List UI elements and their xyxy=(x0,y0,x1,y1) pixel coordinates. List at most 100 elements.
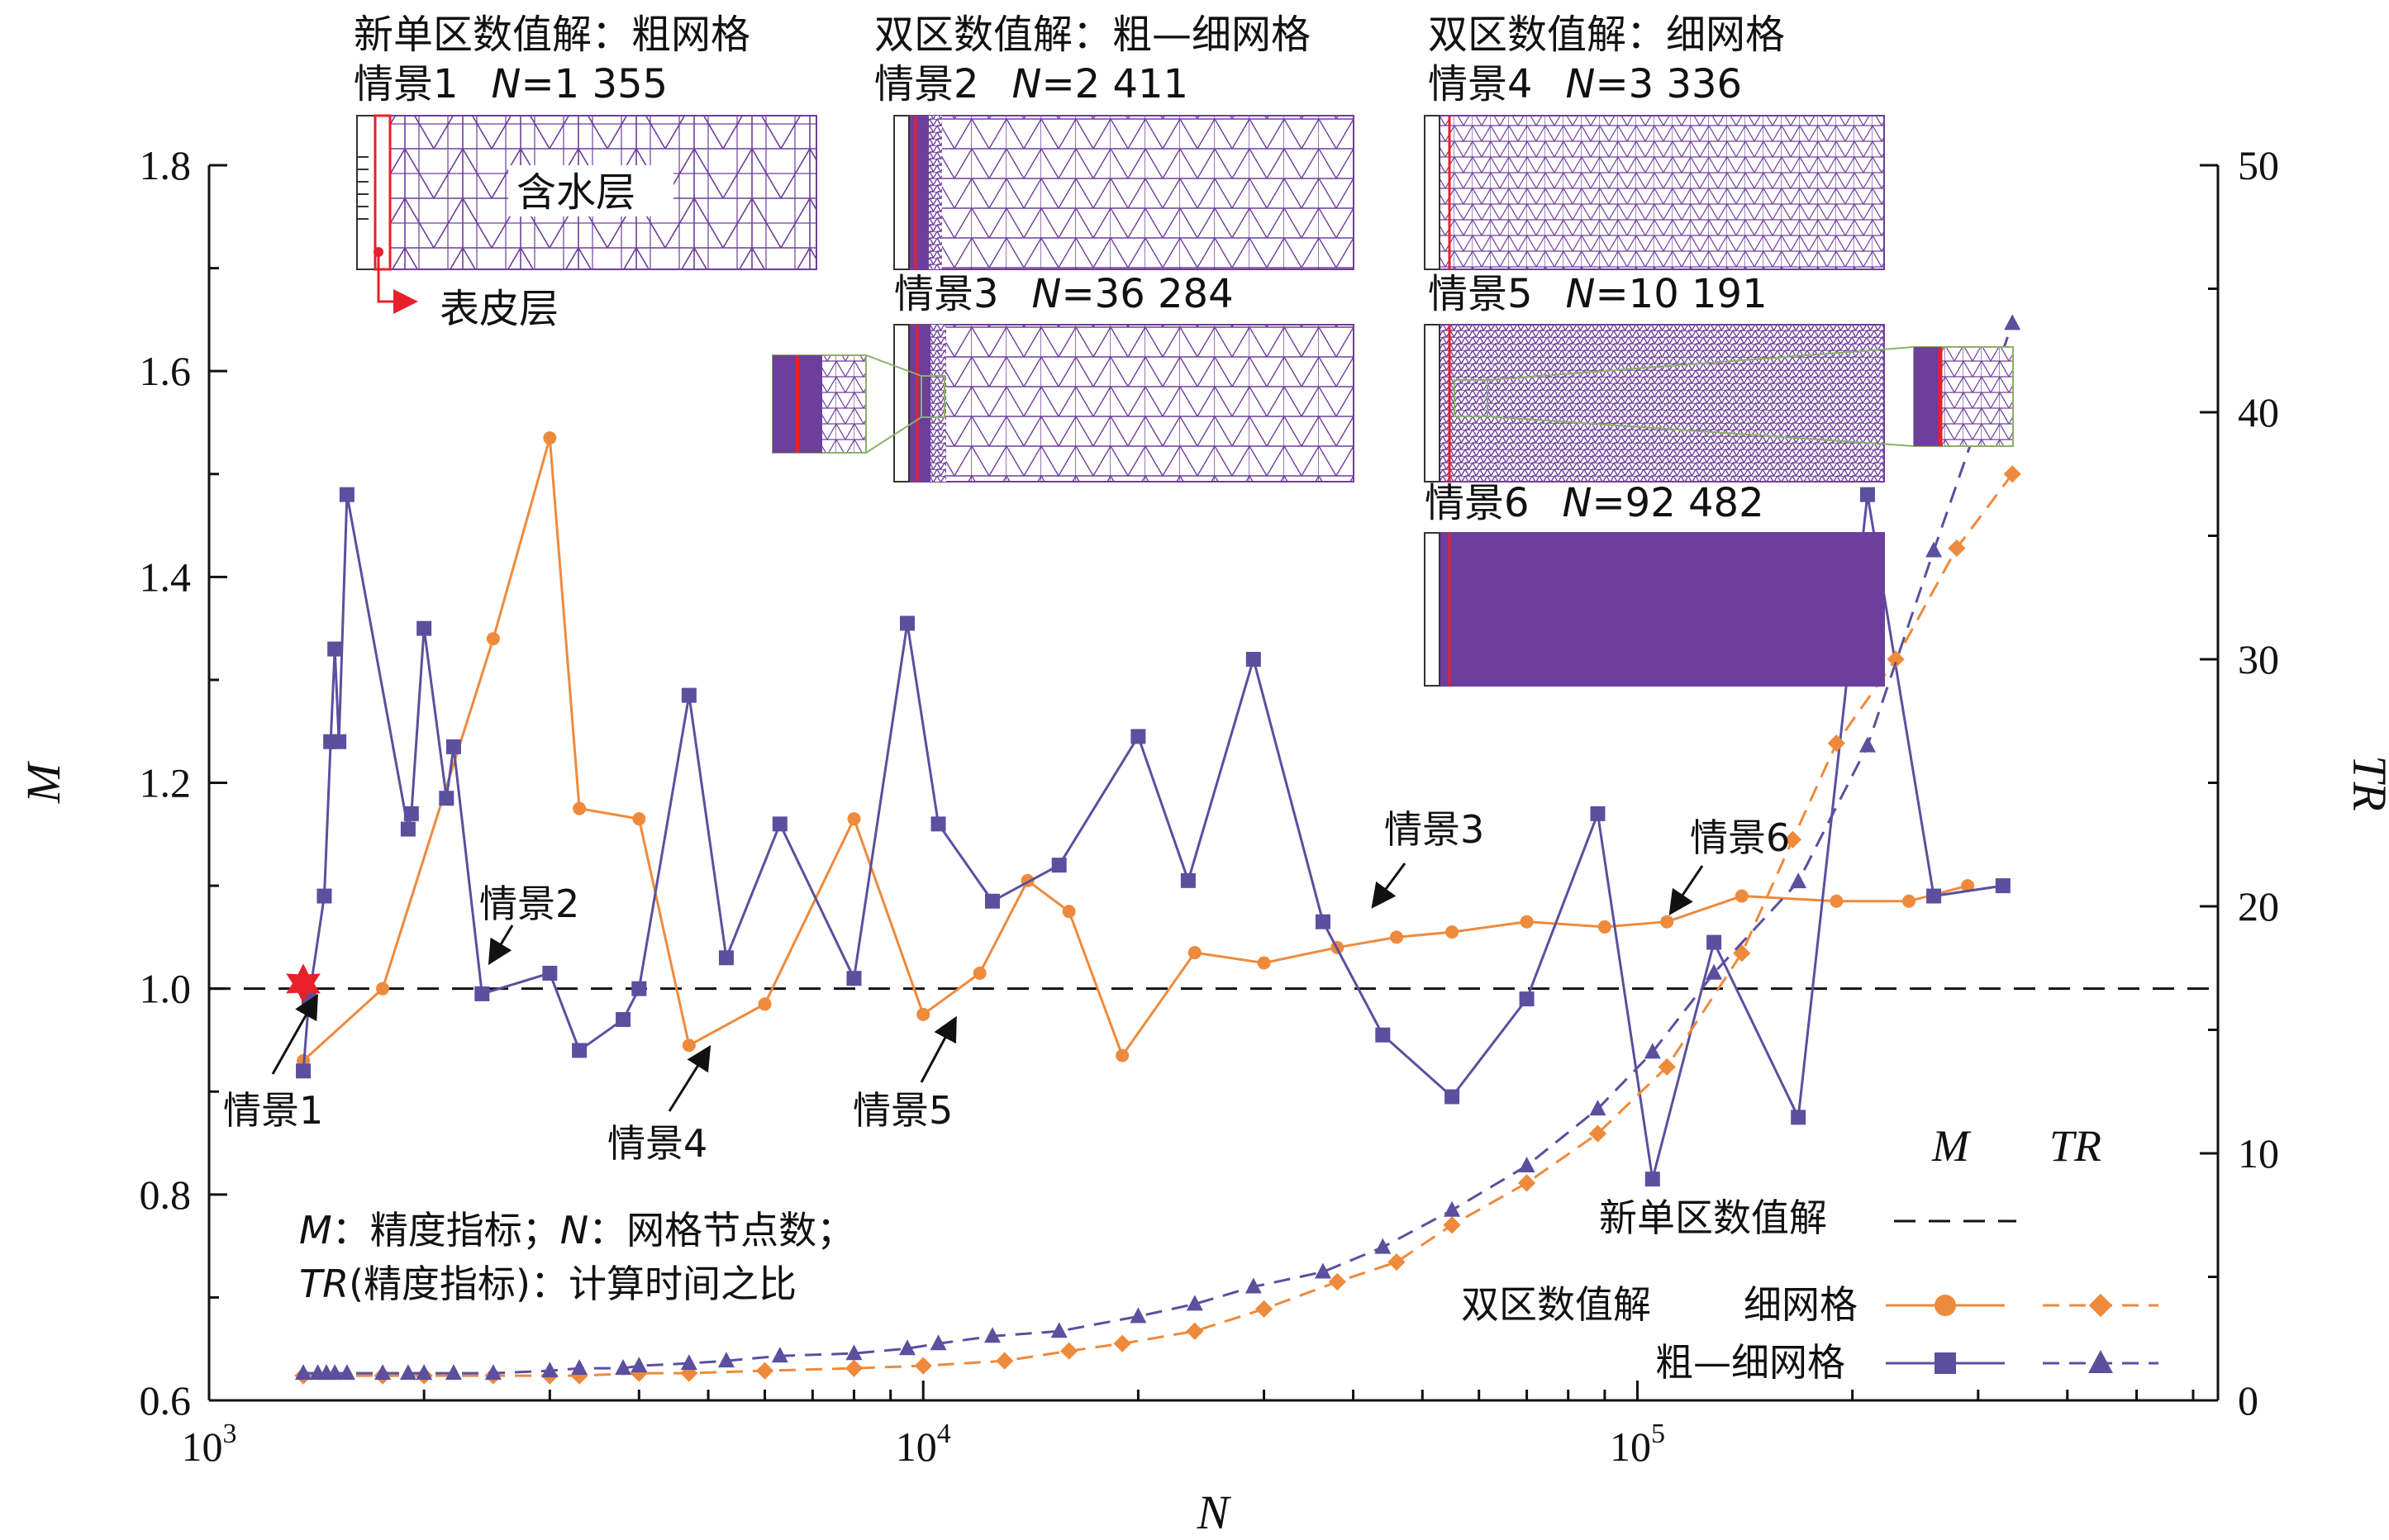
data-point xyxy=(996,1352,1014,1370)
data-point xyxy=(571,1359,588,1376)
inset1-aquifer-label: 含水层 xyxy=(516,169,635,216)
data-point xyxy=(1116,1048,1130,1062)
data-point xyxy=(1827,734,1845,753)
label-scenario3: 情景3 xyxy=(1384,807,1484,852)
note-line1: M：精度指标；N：网格节点数； xyxy=(299,1208,854,1252)
inset4-title: 双区数值解：细网格 xyxy=(1428,12,1785,58)
data-point xyxy=(1444,1200,1461,1217)
inset1-caption: 情景1 N=1 355 xyxy=(354,61,668,107)
data-point xyxy=(1660,915,1674,929)
data-point xyxy=(632,812,646,826)
data-point xyxy=(1186,1295,1203,1311)
data-point xyxy=(1444,1089,1460,1105)
data-point xyxy=(403,806,419,821)
data-point xyxy=(1113,1334,1131,1352)
legend-fine-m-marker xyxy=(1935,1295,1956,1316)
y-right-tick-label: 50 xyxy=(2238,142,2279,188)
data-point xyxy=(1644,1172,1660,1187)
data-point xyxy=(573,801,587,815)
data-point xyxy=(845,1359,864,1377)
inset6-caption: 情景6 N=92 482 xyxy=(1425,480,1764,526)
inset-scenario4: 双区数值解：细网格 情景4 N=3 336 xyxy=(1424,12,1885,270)
y-left-axis-title: M xyxy=(17,761,70,804)
data-point xyxy=(1180,872,1196,888)
data-point xyxy=(1374,1238,1392,1254)
data-point xyxy=(543,431,557,445)
data-point xyxy=(1387,1252,1406,1271)
data-point xyxy=(1254,1300,1273,1318)
y-right-axis-ticks: 0 10 20 30 40 50 xyxy=(2200,142,2279,1424)
data-point xyxy=(1062,905,1076,919)
data-point xyxy=(1790,872,1807,889)
data-point xyxy=(484,1364,502,1381)
y-left-tick-label: 0.6 xyxy=(140,1377,192,1424)
data-point xyxy=(542,965,558,981)
data-point xyxy=(1187,946,1202,960)
data-point xyxy=(1589,1100,1606,1116)
arrow-scenario6 xyxy=(1668,865,1704,915)
data-point xyxy=(1328,1272,1346,1291)
data-point xyxy=(331,734,347,749)
data-point xyxy=(1590,806,1606,821)
inset2-title: 双区数值解：粗—细网格 xyxy=(874,12,1311,58)
data-point xyxy=(1948,539,1966,558)
data-point xyxy=(772,816,788,832)
data-point xyxy=(758,997,772,1011)
data-point xyxy=(1902,894,1916,908)
data-point xyxy=(2003,465,2021,483)
y-left-axis-ticks: 0.6 0.8 1.0 1.2 1.4 1.6 1.8 xyxy=(140,142,227,1424)
series-0 xyxy=(297,431,1975,1067)
data-point xyxy=(1791,1110,1806,1125)
data-point xyxy=(615,1359,632,1376)
data-point xyxy=(718,950,734,966)
notes: M：精度指标；N：网格节点数； TR(精度指标)：计算时间之比 xyxy=(299,1208,854,1306)
data-point xyxy=(1830,894,1844,908)
data-point xyxy=(339,487,355,502)
y-right-tick-label: 40 xyxy=(2238,389,2279,435)
data-point xyxy=(474,986,490,1001)
legend-header-tr: TR xyxy=(2049,1121,2101,1171)
inset3-caption: 情景3 N=36 284 xyxy=(894,271,1234,317)
inset1-skin-label: 表皮层 xyxy=(440,286,559,332)
data-point xyxy=(295,1364,312,1381)
data-point xyxy=(1186,1322,1204,1340)
data-point xyxy=(399,1364,416,1381)
inset-scenario3: 情景3 N=36 284 xyxy=(772,271,1354,482)
data-point xyxy=(916,1007,930,1021)
data-point xyxy=(680,1354,697,1371)
data-point xyxy=(845,1344,863,1361)
arrow-scenario3 xyxy=(1371,863,1406,909)
data-point xyxy=(755,1362,774,1380)
data-point xyxy=(1050,1322,1068,1338)
data-point xyxy=(914,1357,932,1375)
data-point xyxy=(1520,915,1534,929)
data-point xyxy=(1733,944,1751,962)
series-line xyxy=(302,437,1968,1062)
data-point xyxy=(1961,879,1975,893)
data-point xyxy=(1130,729,1146,744)
arrow-scenario5 xyxy=(920,1015,957,1083)
y-left-tick-label: 0.8 xyxy=(140,1172,192,1218)
data-point xyxy=(1245,652,1261,667)
legend-coarse-label: 粗—细网格 xyxy=(1655,1340,1845,1385)
arrow-scenario4 xyxy=(668,1044,711,1112)
data-point xyxy=(930,816,946,832)
data-point xyxy=(416,620,432,636)
data-point xyxy=(1517,1174,1536,1192)
data-point xyxy=(1925,541,1943,558)
point-labels: 情景1 情景2 情景3 情景4 情景5 情景6 xyxy=(223,807,1790,1166)
x-tick-label: 105 xyxy=(1610,1419,1665,1470)
data-point xyxy=(1518,1156,1535,1172)
data-point xyxy=(631,981,647,996)
data-point xyxy=(326,1364,344,1381)
legend-fine-label: 细网格 xyxy=(1744,1282,1858,1327)
series-line xyxy=(303,322,2014,1375)
series-1 xyxy=(296,487,2011,1187)
data-point xyxy=(898,1339,916,1356)
data-point xyxy=(541,1362,559,1378)
data-point xyxy=(416,1364,433,1381)
data-point xyxy=(1390,930,1404,944)
data-point xyxy=(572,1043,588,1058)
y-right-tick-label: 10 xyxy=(2238,1130,2279,1176)
